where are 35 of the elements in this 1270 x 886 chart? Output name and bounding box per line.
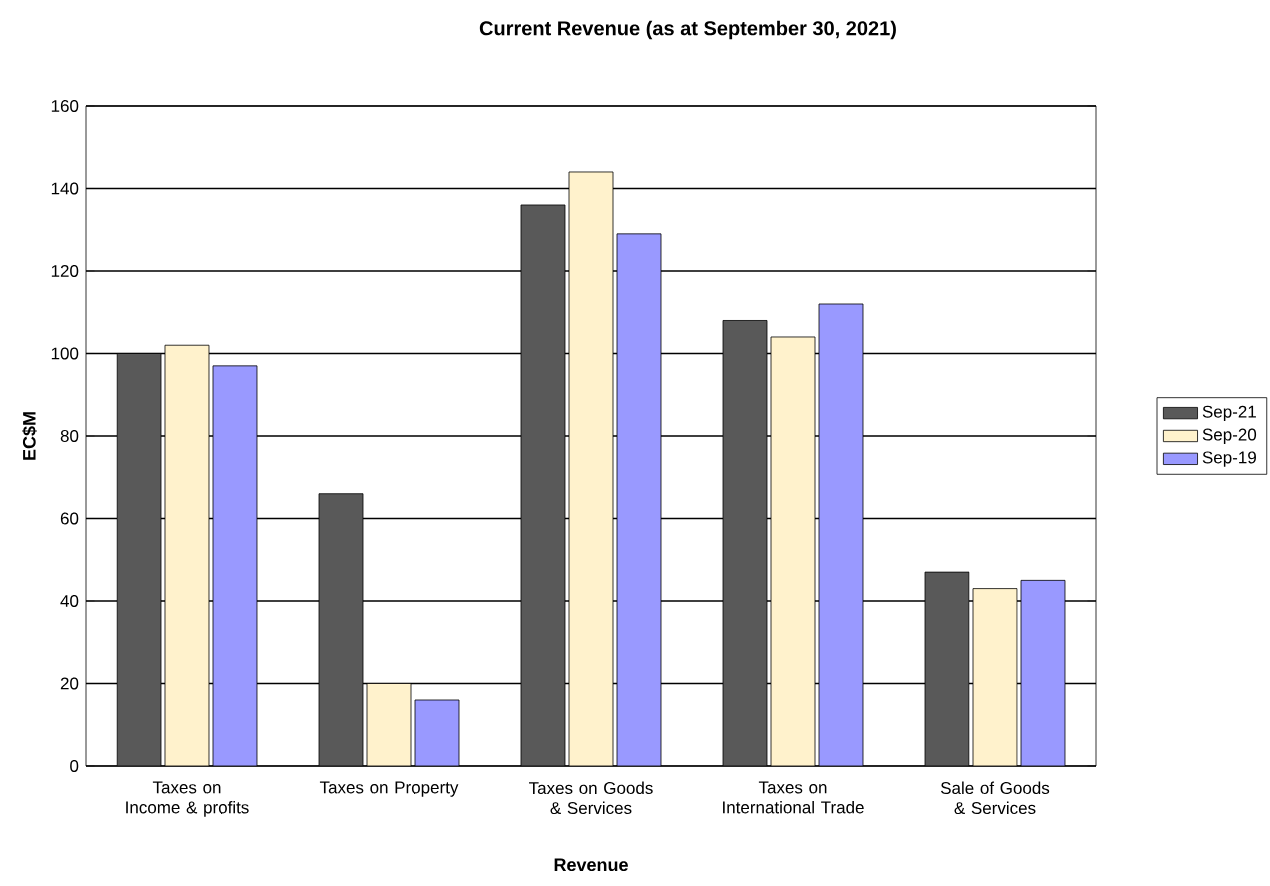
bar: [770, 336, 816, 766]
y-tick-label: 0: [70, 759, 79, 772]
x-tick-label: Sale of Goods & Services: [940, 781, 1050, 815]
y-axis-title: EC$M: [22, 412, 37, 460]
bar: [616, 233, 662, 766]
legend-label: Sep-19: [1202, 451, 1256, 467]
x-tick-label: Taxes on Income & profits: [126, 781, 249, 817]
x-tick-label: Taxes on Goods & Services: [529, 781, 653, 815]
bar: [568, 171, 614, 766]
bar: [165, 345, 209, 766]
bar: [366, 683, 412, 766]
y-tick-label: 60: [60, 512, 79, 525]
x-tick-label: Taxes on Property: [319, 781, 459, 797]
y-tick-label: 80: [60, 429, 79, 442]
legend-label: Sep-21: [1202, 405, 1256, 422]
bar: [722, 320, 768, 766]
bar: [414, 699, 460, 766]
bar: [972, 588, 1018, 766]
bar: [213, 365, 257, 766]
y-tick-label: 160: [51, 99, 79, 112]
x-axis-title: Revenue: [554, 858, 628, 872]
y-tick-label: 40: [60, 594, 79, 607]
chart-title: Current Revenue (as at September 30, 2021): [479, 20, 896, 40]
bar: [318, 493, 364, 766]
bar: [117, 353, 161, 766]
bar: [818, 303, 864, 766]
y-tick-label: 100: [51, 347, 79, 360]
y-tick-label: 140: [51, 182, 79, 195]
bar: [520, 204, 566, 766]
y-tick-label: 120: [51, 264, 79, 277]
bar: [1020, 579, 1066, 766]
legend-label: Sep-20: [1202, 428, 1257, 444]
x-tick-label: Taxes on International Trade: [723, 781, 864, 814]
y-tick-label: 20: [60, 677, 79, 690]
bar: [924, 571, 970, 766]
